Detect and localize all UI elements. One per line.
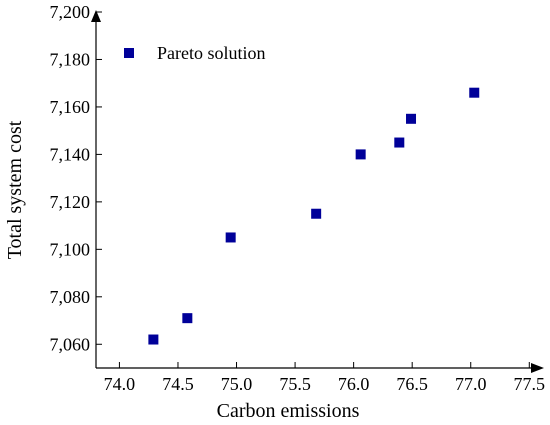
data-point <box>394 137 405 148</box>
x-tick-label: 76.0 <box>338 374 370 394</box>
x-tick-label: 74.0 <box>104 374 136 394</box>
x-tick-label: 75.0 <box>221 374 253 394</box>
y-tick-label: 7,140 <box>50 144 91 164</box>
x-axis-arrow <box>531 363 544 373</box>
y-axis-arrow <box>91 10 101 22</box>
legend: Pareto solution <box>124 43 266 63</box>
axes <box>91 10 544 373</box>
data-point <box>182 313 193 324</box>
x-tick-label: 76.5 <box>396 374 428 394</box>
data-point <box>148 334 159 345</box>
data-point <box>311 208 322 219</box>
x-tick-label: 77.5 <box>514 374 546 394</box>
y-tick-label: 7,100 <box>50 239 91 259</box>
x-tick-label: 75.5 <box>279 374 311 394</box>
y-tick-label: 7,080 <box>50 287 91 307</box>
y-tick-label: 7,200 <box>50 2 91 22</box>
y-tick-label: 7,060 <box>50 334 91 354</box>
data-point <box>355 149 366 160</box>
y-tick-label: 7,120 <box>50 192 91 212</box>
y-tick-label: 7,160 <box>50 97 91 117</box>
y-axis-label: Total system cost <box>4 120 26 259</box>
data-point <box>225 232 236 243</box>
data-point <box>469 87 480 98</box>
legend-label: Pareto solution <box>157 43 266 63</box>
data-points <box>148 87 480 345</box>
data-point <box>406 113 417 124</box>
ticks: 74.0 74.5 75.0 75.5 76.0 76.5 77.0 77.5 7,060 7,0… <box>50 2 546 394</box>
x-tick-label: 77.0 <box>455 374 487 394</box>
x-tick-label: 74.5 <box>162 374 194 394</box>
x-axis-label: Carbon emissions <box>217 400 360 422</box>
legend-marker <box>124 48 134 58</box>
y-tick-label: 7,180 <box>50 49 91 69</box>
